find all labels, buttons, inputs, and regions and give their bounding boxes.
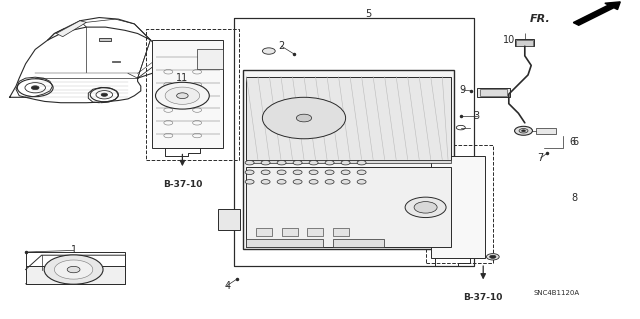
Bar [477,88,510,97]
Circle shape [293,160,302,165]
Text: FR.: FR. [530,14,550,24]
Text: 8: 8 [571,193,577,203]
Circle shape [357,180,366,184]
Polygon shape [56,21,86,37]
Circle shape [262,48,275,54]
Circle shape [245,170,254,174]
Bar [426,145,493,263]
Circle shape [405,197,446,218]
Text: 3: 3 [474,111,480,122]
Bar [256,228,272,236]
Circle shape [177,93,188,99]
Text: 6: 6 [573,137,579,147]
Circle shape [44,255,103,284]
Circle shape [309,160,318,165]
Text: 7: 7 [538,153,544,163]
Circle shape [486,254,499,260]
Text: 2: 2 [278,41,285,51]
Text: 9: 9 [459,85,465,95]
Text: 5: 5 [365,9,371,19]
Bar [146,29,239,160]
Circle shape [341,170,350,174]
Circle shape [261,160,270,165]
Text: 1: 1 [70,245,77,256]
Circle shape [309,180,318,184]
Bar [99,38,111,41]
Polygon shape [26,270,125,284]
Bar [333,228,349,236]
Text: 11: 11 [176,73,189,83]
Bar [246,77,451,160]
Bar [197,49,223,69]
Circle shape [67,266,80,273]
Text: 6: 6 [570,137,576,147]
Bar [243,70,454,249]
Circle shape [325,160,334,165]
Bar [112,61,120,62]
Bar [516,40,533,46]
Text: B-37-10: B-37-10 [463,293,503,302]
Circle shape [54,260,93,279]
Text: 4: 4 [224,280,230,291]
Circle shape [490,255,496,258]
Circle shape [357,160,366,165]
FancyArrow shape [573,2,620,25]
Circle shape [262,97,346,139]
Bar [218,209,240,230]
Text: B-37-10: B-37-10 [163,180,202,189]
Circle shape [277,160,286,165]
Circle shape [245,180,254,184]
Circle shape [296,114,312,122]
Circle shape [261,180,270,184]
Bar [246,167,451,247]
Circle shape [309,170,318,174]
Bar [26,252,125,284]
Bar [431,156,485,258]
Circle shape [293,170,302,174]
Bar [234,18,474,266]
Bar [234,18,474,266]
Circle shape [277,180,286,184]
Circle shape [325,170,334,174]
Circle shape [515,126,532,135]
Circle shape [357,170,366,174]
Circle shape [101,93,108,96]
Bar [480,89,507,96]
Bar [307,228,323,236]
Bar [246,239,323,247]
Bar [26,266,125,284]
Circle shape [414,202,437,213]
Circle shape [519,129,528,133]
Text: 10: 10 [503,35,516,45]
Bar [282,228,298,236]
Circle shape [325,180,334,184]
Circle shape [245,160,254,165]
Circle shape [261,170,270,174]
Circle shape [31,86,39,90]
Circle shape [341,180,350,184]
Circle shape [156,82,209,109]
Bar [515,39,534,46]
Bar [536,128,556,134]
Circle shape [277,170,286,174]
Bar [152,40,223,148]
Circle shape [341,160,350,165]
Circle shape [165,87,200,104]
Bar [333,239,384,247]
Circle shape [293,180,302,184]
Circle shape [522,130,525,132]
Text: SNC4B1120A: SNC4B1120A [534,290,580,296]
Bar [246,160,451,163]
